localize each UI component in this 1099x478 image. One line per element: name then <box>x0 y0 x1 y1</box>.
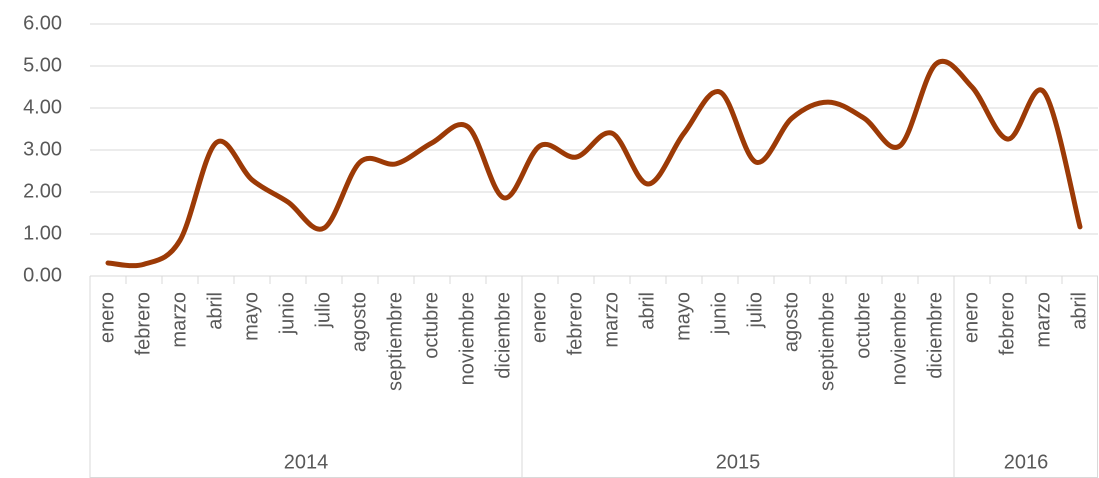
line <box>105 59 1083 269</box>
x-tick-label: agosto <box>780 292 802 352</box>
y-tick-label: 5.00 <box>23 54 62 76</box>
x-tick-label: mayo <box>672 292 694 341</box>
y-tick-label: 3.00 <box>23 138 62 160</box>
x-tick-label: septiembre <box>816 292 838 391</box>
x-tick-label: septiembre <box>384 292 406 391</box>
x-tick-label: mayo <box>240 292 262 341</box>
y-tick-label: 4.00 <box>23 96 62 118</box>
y-tick-label: 0.00 <box>23 264 62 286</box>
x-tick-label: agosto <box>348 292 370 352</box>
x-tick-label: diciembre <box>924 292 946 379</box>
y-tick-label: 1.00 <box>23 222 62 244</box>
x-tick-label: marzo <box>600 292 622 348</box>
x-tick-label: abril <box>204 292 226 330</box>
x-tick-label: febrero <box>564 292 586 355</box>
x-tick-label: febrero <box>132 292 154 355</box>
x-tick-label: abril <box>636 292 658 330</box>
x-tick-label: enero <box>528 292 550 343</box>
y-tick-label: 2.00 <box>23 180 62 202</box>
group-label: 2016 <box>1004 451 1049 473</box>
x-tick-label: junio <box>276 292 298 335</box>
x-tick-label: noviembre <box>456 292 478 385</box>
x-tick-label: octubre <box>420 292 442 359</box>
x-tick-label: febrero <box>996 292 1018 355</box>
group-label: 2015 <box>716 451 761 473</box>
x-tick-label: julio <box>744 292 766 329</box>
x-tick-label: marzo <box>1032 292 1054 348</box>
x-tick-label: junio <box>708 292 730 335</box>
group-label: 2014 <box>284 451 329 473</box>
x-tick-label: enero <box>960 292 982 343</box>
x-tick-label: abril <box>1068 292 1090 330</box>
x-tick-label: julio <box>312 292 334 329</box>
x-tick-label: marzo <box>168 292 190 348</box>
x-tick-label: octubre <box>852 292 874 359</box>
x-tick-label: enero <box>96 292 118 343</box>
y-tick-label: 6.00 <box>23 12 62 34</box>
x-tick-label: diciembre <box>492 292 514 379</box>
x-tick-label: noviembre <box>888 292 910 385</box>
